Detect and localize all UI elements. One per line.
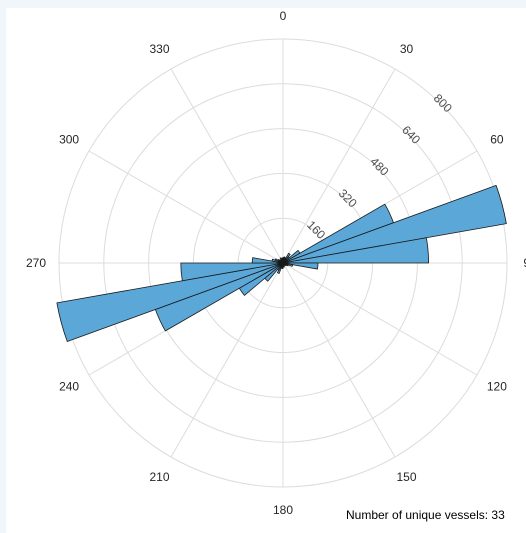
angle-tick-60: 60: [490, 133, 504, 147]
radial-tick-320: 320: [336, 186, 360, 210]
angle-tick-180: 180: [273, 503, 293, 517]
chart-frame: 0306090120150180210240270300330 16032048…: [6, 8, 526, 533]
bars-group: [56, 185, 507, 342]
angle-tick-30: 30: [400, 42, 414, 56]
bar-70-deg: [282, 185, 507, 264]
grid-spoke: [88, 150, 284, 264]
angle-tick-120: 120: [487, 380, 507, 394]
angle-tick-90: 90: [523, 256, 526, 270]
angle-tick-300: 300: [59, 133, 79, 147]
unique-vessels-note: Number of unique vessels: 33: [346, 508, 505, 522]
radial-tick-480: 480: [367, 155, 391, 179]
grid-spoke: [282, 68, 396, 264]
angle-tick-150: 150: [396, 470, 416, 484]
angle-tick-240: 240: [59, 380, 79, 394]
bar-260-deg: [180, 262, 284, 282]
angle-tick-270: 270: [26, 256, 46, 270]
grid-spoke: [170, 68, 284, 264]
grid-spoke: [170, 262, 284, 458]
angle-tick-330: 330: [149, 42, 169, 56]
grid-spoke: [282, 262, 478, 376]
radial-tick-640: 640: [399, 123, 423, 147]
angle-tick-labels: 0 30 60 90 120 150 180 210 240 270 300 330: [26, 9, 526, 517]
angle-tick-210: 210: [149, 470, 169, 484]
angle-tick-0: 0: [280, 9, 287, 23]
grid-spoke: [282, 262, 396, 458]
bar-80-deg: [282, 237, 429, 264]
radial-tick-800: 800: [431, 91, 455, 115]
polar-histogram-chart: 0306090120150180210240270300330 16032048…: [26, 9, 526, 517]
bar-350-deg: [281, 257, 284, 264]
bar-250-deg: [56, 262, 284, 342]
